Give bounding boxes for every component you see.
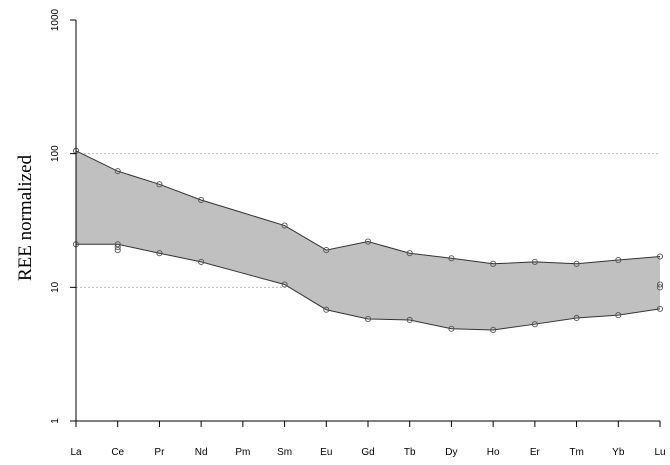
data-point-upper-pr — [156, 181, 163, 188]
data-point-upper-ho — [490, 260, 497, 267]
data-point-lower-ce — [114, 241, 121, 248]
data-point-lower-pr — [156, 250, 163, 257]
data-point-extra-lu-2 — [656, 281, 664, 288]
x-tick-label-er: Er — [530, 447, 541, 458]
data-point-lower-gd — [364, 315, 372, 323]
x-tick-label-ho: Ho — [487, 447, 500, 458]
x-tick-label-lu: Lu — [654, 447, 665, 458]
x-tick-label-nd: Nd — [195, 447, 208, 458]
x-tick-label-la: La — [70, 447, 82, 458]
x-tick-label-ce: Ce — [111, 447, 124, 458]
x-tick-label-dy: Dy — [445, 447, 457, 458]
y-tick-label-1: 1 — [50, 418, 61, 424]
data-point-upper-sm — [281, 222, 288, 229]
data-point-lower-dy — [448, 325, 455, 332]
data-point-upper-er — [531, 258, 538, 265]
data-point-upper-tb — [406, 250, 413, 257]
data-point-lower-eu — [323, 306, 330, 313]
data-point-upper-tm — [573, 260, 580, 267]
data-point-lower-ho — [490, 326, 497, 333]
data-point-lower-yb — [615, 312, 622, 319]
data-point-upper-yb — [615, 256, 622, 264]
y-axis-label: REE normalized — [15, 154, 36, 281]
x-tick-labels: La Ce Pr Nd Pm Sm Eu Gd Tb Dy Ho Er Tm Yb Lu — [70, 421, 666, 458]
x-tick-label-eu: Eu — [320, 447, 332, 458]
data-point-lower-sm — [281, 281, 288, 288]
data-point-extra-ce-1 — [114, 244, 121, 251]
data-point-upper-nd — [198, 196, 205, 204]
band-area — [76, 150, 660, 330]
lower-boundary-line — [76, 243, 661, 331]
data-point-upper-ce — [114, 168, 121, 175]
y-tick-label-1000: 1000 — [50, 8, 61, 31]
data-point-extra-lu-3 — [656, 284, 664, 291]
data-point-lower-tb — [406, 316, 413, 324]
data-point-upper-dy — [448, 255, 455, 262]
x-tick-label-gd: Gd — [361, 447, 374, 458]
ree-band — [75, 150, 661, 331]
upper-boundary-line — [75, 150, 661, 265]
data-point-extra-ce-0 — [114, 247, 121, 254]
x-tick-label-yb: Yb — [612, 447, 625, 458]
data-point-lower-tm — [573, 314, 580, 322]
x-tick-label-tb: Tb — [404, 447, 416, 458]
data-point-lower-lu — [656, 305, 664, 312]
x-tick-label-pr: Pr — [154, 447, 165, 458]
x-tick-label-pm: Pm — [235, 447, 250, 458]
data-point-lower-nd — [198, 258, 205, 265]
x-tick-label-sm: Sm — [277, 447, 292, 458]
y-tick-label-100: 100 — [50, 145, 61, 162]
data-point-upper-lu — [656, 253, 664, 260]
y-tick-label-10: 10 — [50, 281, 61, 293]
data-point-lower-er — [531, 321, 538, 328]
y-tick-labels: 1 10 100 1000 — [50, 8, 76, 424]
x-tick-label-tm: Tm — [569, 447, 583, 458]
data-point-upper-gd — [364, 238, 372, 245]
data-point-upper-eu — [323, 247, 330, 254]
